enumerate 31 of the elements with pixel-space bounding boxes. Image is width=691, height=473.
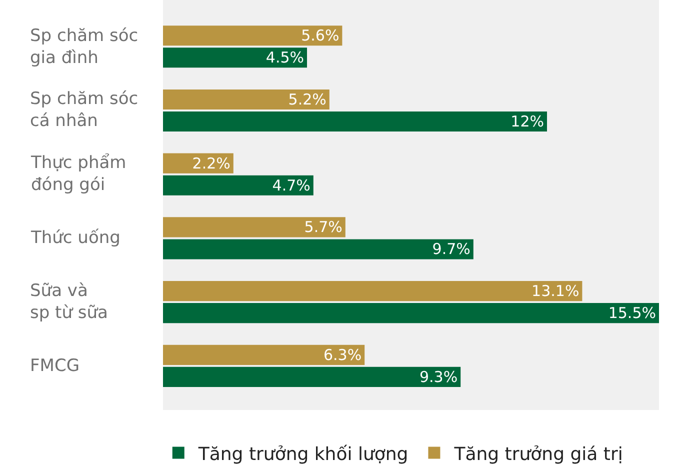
y-tick-label: Thực phẩm đóng gói [30,153,126,196]
data-label: 6.3% [323,346,362,364]
legend-label: Tăng trưởng khối lượng [197,444,408,465]
y-tick-label: FMCG [30,356,80,376]
bar [163,344,365,365]
data-label: 5.2% [288,90,326,108]
bar [163,239,474,260]
data-label: 12% [510,112,544,130]
bar [163,26,342,46]
data-label: 5.7% [304,218,342,236]
bar [163,175,314,196]
legend-label: Tăng trưởng giá trị [453,444,623,465]
data-label: 15.5% [608,304,656,322]
bar [163,281,582,302]
data-label: 4.7% [272,176,310,194]
data-label: 4.5% [266,48,304,67]
y-tick-label: Sp chăm sóc gia đình [30,26,138,68]
bar [163,303,659,324]
y-tick-label: Sp chăm sóc cá nhân [30,89,138,132]
bar [163,89,330,110]
data-label: 9.7% [432,240,470,258]
data-label: 2.2% [192,154,230,172]
data-label: 5.6% [301,26,340,45]
bar [163,48,307,68]
data-label: 9.3% [419,368,458,386]
y-tick-label: Sữa và sp từ sữa [30,281,108,324]
y-tick-label: Thức uống [30,228,120,248]
bar [163,366,461,387]
bar [163,111,547,132]
bar [163,217,346,238]
data-label: 13.1% [532,282,580,300]
